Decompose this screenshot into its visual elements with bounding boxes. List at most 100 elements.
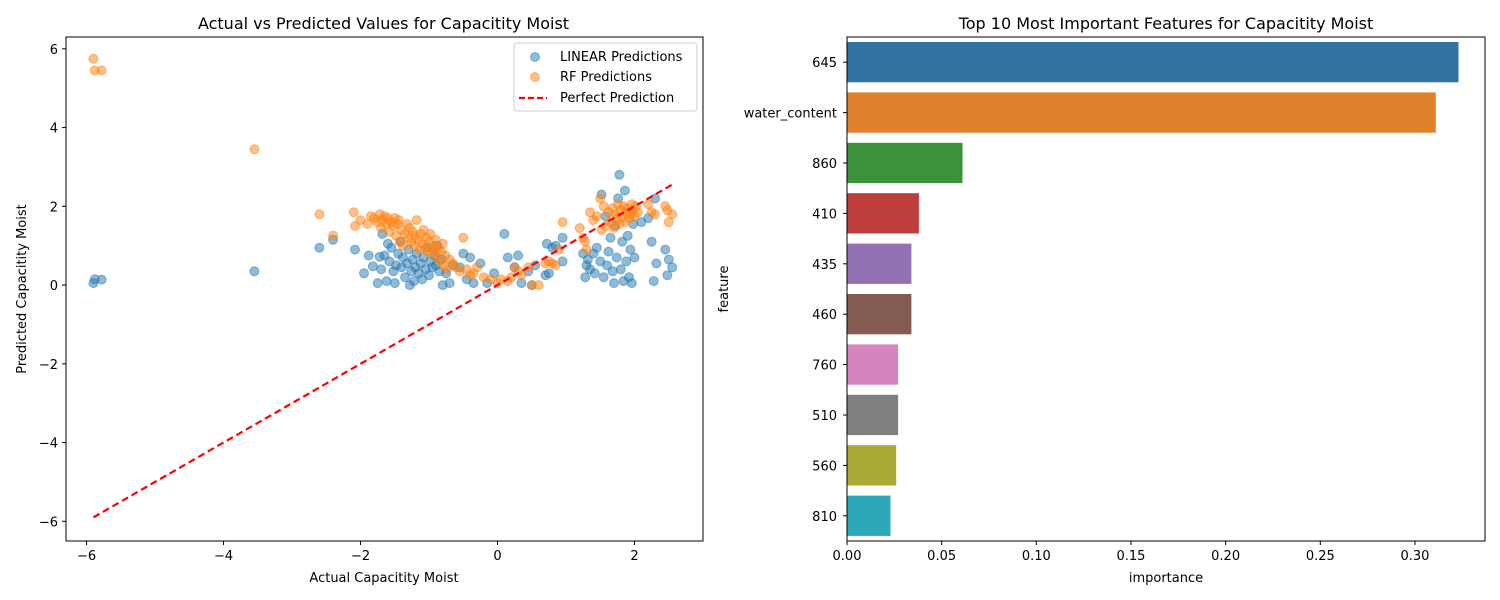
rf-point xyxy=(328,230,339,241)
x-tick-label: −4 xyxy=(214,549,233,564)
linear-point xyxy=(605,232,616,243)
linear-point xyxy=(543,268,554,279)
bar-760 xyxy=(847,344,899,385)
linear-point xyxy=(615,264,626,275)
bar-bars xyxy=(847,42,1459,536)
category-label: 410 xyxy=(812,207,837,222)
linear-point xyxy=(367,261,378,272)
linear-point xyxy=(650,193,661,204)
bar-810 xyxy=(847,495,891,536)
rf-point xyxy=(574,223,585,233)
linear-point xyxy=(607,266,618,277)
category-label: 810 xyxy=(812,510,837,525)
category-label: water_content xyxy=(744,107,837,122)
linear-point xyxy=(621,256,632,267)
bar-axes-frame xyxy=(846,36,1486,542)
linear-point xyxy=(444,278,455,289)
linear-point xyxy=(372,278,383,289)
category-label: 560 xyxy=(812,459,837,474)
linear-point xyxy=(603,246,614,257)
legend-label-rf: RF Predictions xyxy=(560,70,652,85)
rf-point xyxy=(393,215,404,226)
rf-point xyxy=(557,217,568,228)
linear-point xyxy=(376,264,387,275)
linear-point xyxy=(609,278,619,289)
linear-point xyxy=(465,252,476,263)
linear-point xyxy=(622,230,633,241)
perfect-line xyxy=(92,183,673,519)
x-tick-label: −2 xyxy=(351,549,370,564)
linear-point xyxy=(502,252,513,263)
x-tick-label: 0.30 xyxy=(1400,549,1429,564)
category-label: 460 xyxy=(812,308,837,323)
y-tick-label: −6 xyxy=(39,515,58,530)
x-tick-label: 0.00 xyxy=(833,549,862,564)
y-tick-label: −2 xyxy=(39,358,58,373)
bar-860 xyxy=(847,142,963,184)
rf-point xyxy=(458,232,469,243)
x-tick-label: −6 xyxy=(77,549,96,564)
bar-410 xyxy=(847,193,919,234)
legend-marker-linear xyxy=(530,52,540,62)
category-label: 435 xyxy=(812,258,837,273)
scatter-y-label: Predicted Capacitity Moist xyxy=(15,204,30,373)
x-tick-label: 0.20 xyxy=(1211,549,1240,564)
legend: LINEAR Predictions RF Predictions Perfec… xyxy=(513,42,698,112)
linear-point xyxy=(611,252,622,263)
linear-point xyxy=(662,270,673,281)
linear-point xyxy=(651,258,662,269)
y-tick-label: 4 xyxy=(50,122,58,137)
linear-point xyxy=(381,276,392,287)
scatter-y-ticks: −6 −4 −2 0 2 4 6 xyxy=(39,43,66,530)
rf-point xyxy=(550,260,561,271)
rf-point xyxy=(96,65,107,76)
bar-y-ticks: 645 water_content 860 410 435 460 760 510 560 810 xyxy=(744,56,847,525)
linear-point xyxy=(629,252,640,263)
y-tick-label: 0 xyxy=(50,279,58,294)
rf-point xyxy=(411,215,422,226)
rf-point xyxy=(516,270,527,281)
linear-point xyxy=(557,232,568,243)
bar-chart: Top 10 Most Important Features for Capac… xyxy=(717,14,1486,586)
scatter-x-label: Actual Capacitity Moist xyxy=(309,571,458,586)
rf-point xyxy=(472,262,482,273)
rf-point xyxy=(533,280,544,291)
scatter-points xyxy=(88,53,678,291)
linear-point xyxy=(513,250,524,261)
linear-point xyxy=(499,228,510,239)
category-label: 760 xyxy=(812,359,837,374)
rf-point xyxy=(591,211,602,222)
linear-point xyxy=(591,242,602,253)
rf-point xyxy=(581,244,592,255)
scatter-x-ticks: −6 −4 −2 0 2 xyxy=(77,541,639,564)
linear-point xyxy=(619,185,630,196)
rf-point xyxy=(554,244,565,255)
legend-label-perfect: Perfect Prediction xyxy=(560,91,674,106)
rf-point xyxy=(667,209,678,220)
linear-point xyxy=(314,242,325,253)
bar-title: Top 10 Most Important Features for Capac… xyxy=(958,14,1374,33)
x-tick-label: 0.05 xyxy=(927,549,956,564)
x-tick-label: 0.25 xyxy=(1306,549,1335,564)
linear-point xyxy=(614,169,625,180)
linear-point xyxy=(389,278,400,289)
scatter-chart: Actual vs Predicted Values for Capacitit… xyxy=(15,14,704,586)
linear-point xyxy=(580,272,591,283)
linear-point xyxy=(646,236,657,247)
y-tick-label: 6 xyxy=(50,43,58,58)
bar-x-label: importance xyxy=(1129,571,1203,586)
rf-point xyxy=(650,209,661,220)
rf-point xyxy=(398,240,408,251)
linear-point xyxy=(249,266,260,277)
x-tick-label: 0.10 xyxy=(1022,549,1051,564)
linear-point xyxy=(625,244,636,255)
linear-point xyxy=(350,244,360,255)
linear-point xyxy=(648,276,659,287)
category-label: 645 xyxy=(812,56,837,71)
linear-point xyxy=(96,274,107,285)
category-label: 860 xyxy=(812,157,837,172)
legend-marker-rf xyxy=(530,72,540,82)
bar-water_content xyxy=(847,92,1436,133)
rf-point xyxy=(437,238,448,249)
